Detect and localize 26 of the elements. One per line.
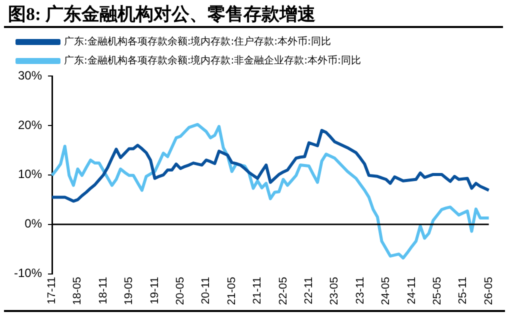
x-tick-label: 18-11 <box>97 276 110 304</box>
x-tick-label: 22-05 <box>277 276 290 306</box>
x-tick-label: 23-11 <box>354 276 366 304</box>
x-tick-label: 26-05 <box>482 276 495 306</box>
legend-label: 广东:金融机构各项存款余额:境内存款:住户存款:本外币:同比 <box>64 36 331 48</box>
legend-label: 广东:金融机构各项存款余额:境内存款:非金融企业存款:本外币:同比 <box>64 54 361 67</box>
x-tick-label: 20-11 <box>200 276 212 304</box>
y-tick-label: 20% <box>18 118 42 132</box>
y-tick-label: -10% <box>14 266 42 280</box>
x-tick-label: 24-11 <box>406 276 418 304</box>
x-tick-label: 22-11 <box>302 276 315 304</box>
x-tick-label: 19-05 <box>123 276 136 306</box>
y-tick-label: 0% <box>24 216 42 231</box>
y-tick-label: 10% <box>18 167 42 182</box>
x-tick-label: 18-05 <box>72 276 84 306</box>
x-tick-label: 23-05 <box>328 276 341 306</box>
x-tick-label: 17-11 <box>46 276 58 304</box>
x-tick-label: 21-11 <box>252 276 264 304</box>
x-tick-label: 25-05 <box>431 276 444 306</box>
x-tick-label: 20-05 <box>174 276 187 306</box>
x-tick-label: 21-05 <box>226 276 238 306</box>
x-tick-label: 25-11 <box>457 276 470 304</box>
x-tick-label: 24-05 <box>380 276 392 306</box>
x-tick-label: 19-11 <box>148 276 161 304</box>
chart-title: 图8: 广东金融机构对公、零售存款增速 <box>4 0 503 28</box>
y-tick-label: 30% <box>18 68 42 82</box>
